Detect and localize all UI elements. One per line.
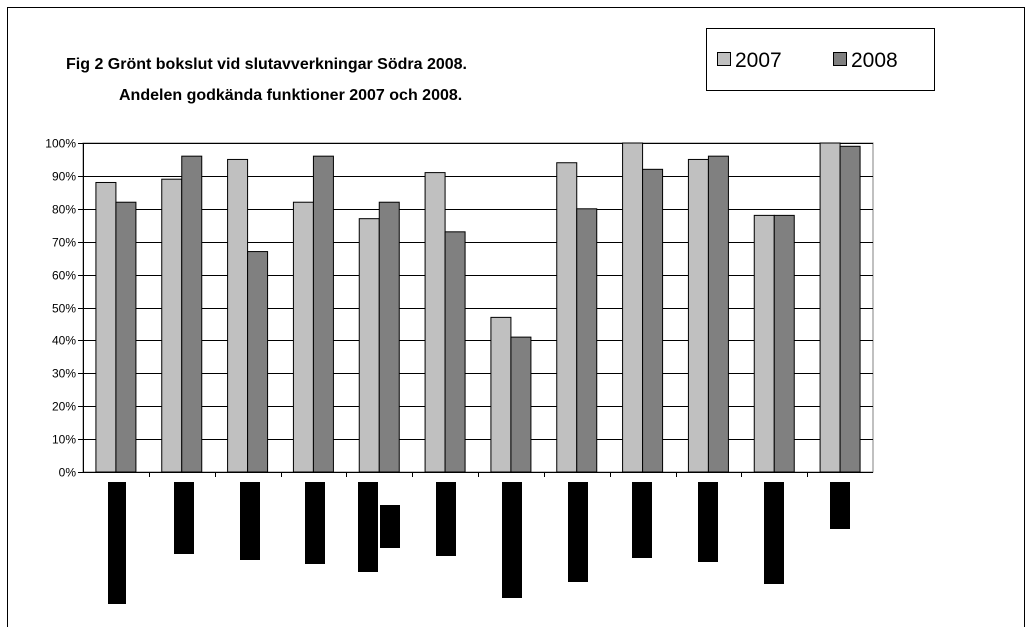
bar-2007-2 [161, 178, 183, 473]
bar-2007-3 [227, 158, 249, 473]
bar-2008-12 [839, 145, 861, 473]
redacted-category-label-2 [174, 482, 194, 554]
bar-2007-10 [687, 158, 709, 473]
bar-2008-4 [312, 155, 334, 473]
bar-2007-9 [622, 142, 644, 473]
bar-2008-2 [181, 155, 203, 473]
legend-label-2007: 2007 [735, 49, 782, 72]
bar-2007-11 [753, 214, 775, 473]
redacted-category-label-9 [632, 482, 652, 558]
bar-2008-9 [642, 168, 664, 473]
bar-2007-12 [819, 142, 841, 473]
bar-2007-4 [292, 201, 314, 473]
bar-2008-5 [378, 201, 400, 473]
y-tick-label-4: 40% [52, 334, 76, 348]
redacted-category-label-7 [502, 482, 522, 598]
y-tick-label-8: 80% [52, 203, 76, 217]
bar-2008-1 [115, 201, 137, 473]
bar-2008-7 [510, 336, 532, 473]
y-tick-label-9: 90% [52, 170, 76, 184]
redacted-category-label-4 [305, 482, 325, 564]
chart-frame [7, 7, 1025, 627]
legend-label-2008: 2008 [851, 49, 898, 72]
chart-title-line-1: Fig 2 Grönt bokslut vid slutavverkningar… [66, 56, 467, 73]
redacted-category-label-11 [764, 482, 784, 584]
y-tick-label-3: 30% [52, 367, 76, 381]
bar-2007-6 [424, 172, 446, 473]
y-tick-label-10: 100% [45, 137, 76, 151]
bar-2008-6 [444, 231, 466, 473]
plot-area [82, 142, 874, 473]
legend-entry-2008: 2008 [833, 49, 898, 73]
bar-2007-5 [358, 218, 380, 473]
legend-swatch-2007 [717, 52, 731, 66]
y-tick-label-7: 70% [52, 236, 76, 250]
redacted-category-label-6 [436, 482, 456, 556]
bar-2008-8 [576, 208, 598, 473]
bar-2008-10 [707, 155, 729, 473]
redacted-category-label-3 [240, 482, 260, 560]
redacted-category-label-8 [568, 482, 588, 582]
bar-2007-1 [95, 181, 117, 473]
y-tick-label-2: 20% [52, 400, 76, 414]
chart-title-line-2: Andelen godkända funktioner 2007 och 200… [119, 87, 463, 104]
legend-swatch-2008 [833, 52, 847, 66]
redacted-category-label-5-2 [380, 505, 400, 548]
legend: 2007 2008 [706, 28, 935, 91]
bar-2008-11 [773, 214, 795, 473]
redacted-category-label-10 [698, 482, 718, 562]
bar-2007-8 [556, 162, 578, 473]
y-tick-label-0: 0% [59, 466, 77, 480]
y-tick-label-1: 10% [52, 433, 76, 447]
legend-entry-2007: 2007 [717, 49, 782, 73]
y-tick-label-6: 60% [52, 269, 76, 283]
redacted-category-label-1 [108, 482, 126, 604]
bar-2008-3 [247, 251, 269, 473]
y-tick-label-5: 50% [52, 302, 76, 316]
redacted-category-label-12 [830, 482, 850, 529]
redacted-category-label-5 [358, 482, 378, 572]
bar-2007-7 [490, 316, 512, 473]
